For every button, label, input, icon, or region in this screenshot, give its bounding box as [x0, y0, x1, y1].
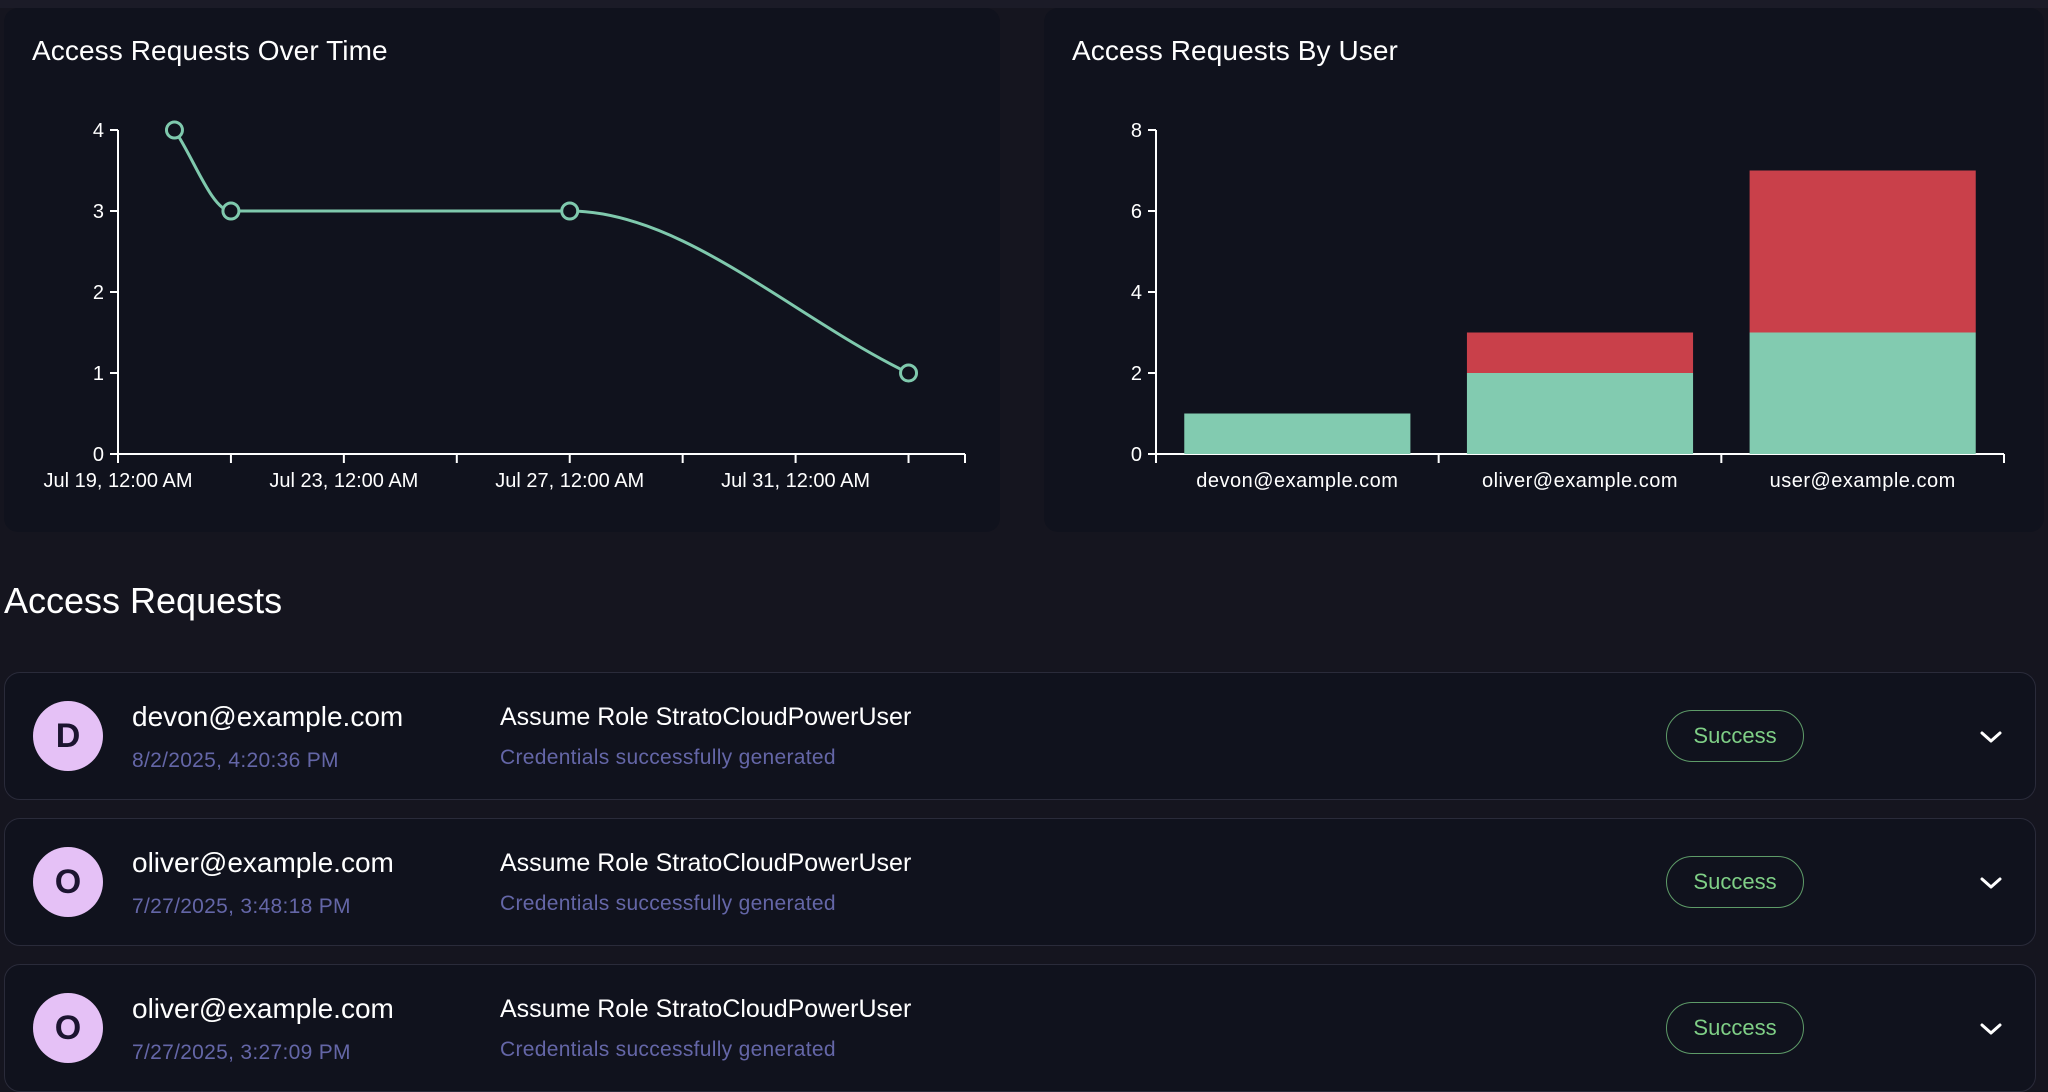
bar-segment	[1184, 413, 1411, 454]
avatar: O	[33, 847, 103, 917]
bar-segment	[1749, 170, 1976, 333]
top-strip	[0, 0, 2048, 8]
chevron-down-icon	[1980, 877, 2002, 889]
chart-title: Access Requests Over Time	[32, 35, 388, 66]
request-email: oliver@example.com	[132, 847, 394, 878]
y-tick-label: 0	[93, 444, 104, 466]
y-tick-label: 8	[1131, 120, 1142, 142]
bar-segment	[1466, 373, 1694, 454]
data-point	[899, 363, 919, 383]
data-point	[164, 120, 184, 140]
request-detail: Credentials successfully generated	[500, 892, 836, 915]
x-tick-label: devon@example.com	[1196, 470, 1398, 492]
request-row[interactable]: O oliver@example.com 7/27/2025, 3:48:18 …	[4, 818, 2036, 946]
y-tick-label: 6	[1131, 201, 1142, 223]
x-tick-label: Jul 31, 12:00 AM	[721, 470, 870, 492]
chart-card-by-user: Access Requests By User 0 2 4 6 8 devon@examp…	[1044, 8, 2044, 532]
request-timestamp: 8/2/2025, 4:20:36 PM	[132, 749, 339, 772]
request-action: Assume Role StratoCloudPowerUser	[500, 995, 912, 1023]
section-title: Access Requests	[4, 580, 283, 621]
x-tick-label: Jul 27, 12:00 AM	[495, 470, 644, 492]
y-tick-label: 2	[93, 282, 104, 304]
avatar: D	[33, 701, 103, 771]
chevron-down-icon	[1980, 1023, 2002, 1035]
x-tick-label: user@example.com	[1770, 470, 1956, 492]
expand-button[interactable]	[1971, 1009, 2011, 1049]
expand-button[interactable]	[1971, 863, 2011, 903]
chart-card-over-time: Access Requests Over Time 0 1 2 3 4 Jul 19, 1…	[4, 8, 1000, 532]
request-email: oliver@example.com	[132, 993, 394, 1024]
x-tick-label: Jul 23, 12:00 AM	[269, 470, 418, 492]
y-tick-label: 2	[1131, 363, 1142, 385]
line-chart: 0 1 2 3 4 Jul 19, 12:00 AM Jul 23, 12:00 AM Jul…	[44, 120, 966, 492]
status-badge: Success	[1666, 856, 1804, 908]
avatar: O	[33, 993, 103, 1063]
y-tick-label: 3	[93, 201, 104, 223]
status-badge: Success	[1666, 1002, 1804, 1054]
request-timestamp: 7/27/2025, 3:27:09 PM	[132, 1041, 351, 1064]
x-tick-label: Jul 19, 12:00 AM	[44, 470, 193, 492]
data-point	[221, 201, 241, 221]
request-action: Assume Role StratoCloudPowerUser	[500, 703, 912, 731]
series-line	[173, 129, 910, 375]
status-badge: Success	[1666, 710, 1804, 762]
request-row[interactable]: O oliver@example.com 7/27/2025, 3:27:09 …	[4, 964, 2036, 1092]
expand-button[interactable]	[1971, 717, 2011, 757]
y-tick-label: 1	[93, 363, 104, 385]
request-timestamp: 7/27/2025, 3:48:18 PM	[132, 895, 351, 918]
request-detail: Credentials successfully generated	[500, 1038, 836, 1061]
y-tick-label: 0	[1131, 444, 1142, 466]
chevron-down-icon	[1980, 731, 2002, 743]
x-tick-label: oliver@example.com	[1482, 470, 1678, 492]
chart-title: Access Requests By User	[1072, 35, 1398, 66]
request-action: Assume Role StratoCloudPowerUser	[500, 849, 912, 877]
y-tick-label: 4	[93, 120, 104, 142]
bar-segment	[1749, 332, 1976, 454]
y-tick-label: 4	[1131, 282, 1142, 304]
request-email: devon@example.com	[132, 701, 404, 732]
bar-chart: 0 2 4 6 8 devon@example.com oliver@example.com…	[1131, 120, 2005, 492]
bar-segment	[1466, 332, 1694, 373]
data-point	[560, 201, 580, 221]
request-detail: Credentials successfully generated	[500, 746, 836, 769]
request-row[interactable]: D devon@example.com 8/2/2025, 4:20:36 PM…	[4, 672, 2036, 800]
